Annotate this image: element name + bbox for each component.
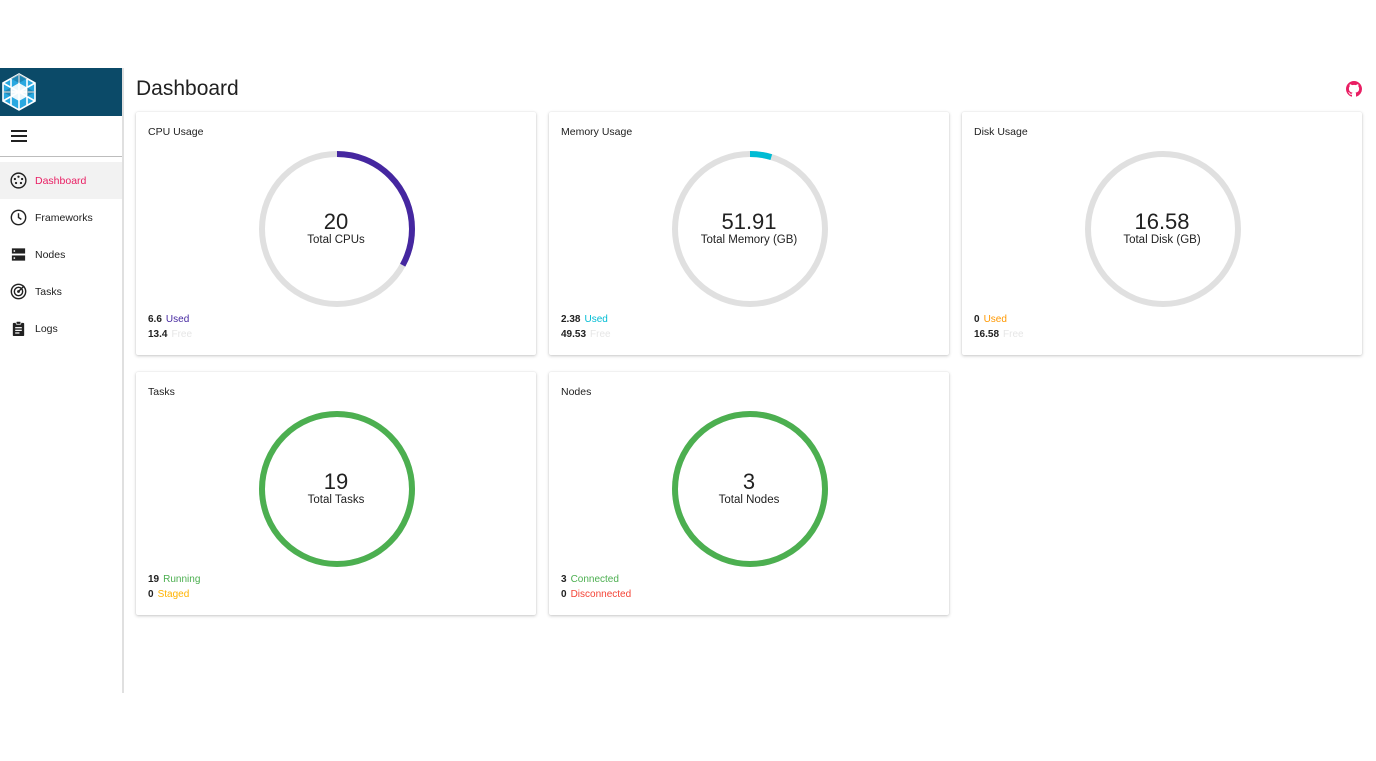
stat-label: Connected <box>570 574 619 585</box>
stat-label: Used <box>584 314 608 325</box>
gauge-total-label: Total Nodes <box>718 494 780 506</box>
card-title: Tasks <box>148 386 175 398</box>
clipboard-icon <box>10 320 27 337</box>
gauge-total-value: 51.91 <box>721 209 777 234</box>
clock-icon <box>10 209 27 226</box>
tasks-gauge <box>259 411 415 567</box>
stat-value: 16.58 <box>974 329 1000 340</box>
stat-value: 3 <box>561 574 567 585</box>
stat-label: Free <box>590 329 611 340</box>
sidebar-item-label: Dashboard <box>35 174 87 187</box>
gauge-arc <box>672 411 828 567</box>
gauge-total-value: 19 <box>323 469 349 494</box>
sidebar-item-frameworks[interactable]: Frameworks <box>0 199 122 236</box>
nodes-card: Nodes 3 Total Nodes 3 Connected 0 Disconne… <box>549 372 949 615</box>
stat-free: 16.58 Free <box>974 329 1024 340</box>
page-title: Dashboard <box>136 77 239 100</box>
gauge-total-value: 3 <box>742 469 756 494</box>
stat-value: 0 <box>974 314 980 325</box>
gauge-total-label: Total CPUs <box>307 234 365 246</box>
dashboard-icon <box>10 172 27 189</box>
gauge-total-label: Total Disk (GB) <box>1123 234 1201 246</box>
gauge-arc <box>259 411 415 567</box>
nodes-gauge <box>672 411 828 567</box>
memory-usage-card: Memory Usage 51.91 Total Memory (GB) 2.3… <box>549 112 949 355</box>
logo-icon <box>2 73 36 111</box>
sidebar-item-label: Frameworks <box>35 211 93 224</box>
stat-used: 6.6 Used <box>148 314 189 325</box>
stat-used: 2.38 Used <box>561 314 608 325</box>
sidebar-item-logs[interactable]: Logs <box>0 310 122 347</box>
stat-value: 0 <box>561 589 567 600</box>
card-title: Nodes <box>561 386 592 398</box>
sidebar-item-nodes[interactable]: Nodes <box>0 236 122 273</box>
gauge-total-label: Total Memory (GB) <box>700 234 798 246</box>
stat-value: 49.53 <box>561 329 587 340</box>
stat-value: 2.38 <box>561 314 581 325</box>
cpu-usage-card: CPU Usage 20 Total CPUs 6.6 Used 13.4 Free <box>136 112 536 355</box>
card-title: CPU Usage <box>148 126 204 138</box>
stat-label: Disconnected <box>570 589 632 600</box>
stat-staged: 0 Staged <box>148 589 189 600</box>
radar-icon <box>10 283 27 300</box>
stat-value: 13.4 <box>148 329 168 340</box>
memory-gauge <box>672 151 828 307</box>
sidebar-nav: Dashboard Frameworks Nodes Tasks <box>0 162 122 347</box>
sidebar-item-label: Nodes <box>35 248 66 261</box>
card-title: Disk Usage <box>974 126 1028 138</box>
stat-label: Used <box>983 314 1007 325</box>
sidebar: Dashboard Frameworks Nodes Tasks <box>0 68 124 693</box>
disk-usage-card: Disk Usage 16.58 Total Disk (GB) 0 Used 1… <box>962 112 1362 355</box>
gauge-arc <box>259 151 415 307</box>
stat-used: 0 Used <box>974 314 1007 325</box>
stat-free: 49.53 Free <box>561 329 611 340</box>
gauge-total-value: 20 <box>323 209 349 234</box>
gauge-total-value: 16.58 <box>1134 209 1190 234</box>
stat-label: Running <box>163 574 201 585</box>
stat-connected: 3 Connected <box>561 574 619 585</box>
stat-running: 19 Running <box>148 574 200 585</box>
server-icon <box>10 246 27 263</box>
logo-bar <box>0 68 122 116</box>
menu-row <box>0 116 122 157</box>
hamburger-menu-icon[interactable] <box>11 130 27 142</box>
stat-label: Free <box>1003 329 1024 340</box>
sidebar-item-dashboard[interactable]: Dashboard <box>0 162 122 199</box>
github-icon[interactable] <box>1346 81 1362 97</box>
stat-label: Used <box>165 314 190 325</box>
sidebar-item-label: Logs <box>35 322 58 335</box>
stat-label: Free <box>171 329 193 340</box>
stat-value: 6.6 <box>148 314 162 325</box>
main-content: Dashboard CPU Usage 20 Total CPUs 6.6 Use… <box>124 68 1376 693</box>
gauge-track <box>1085 151 1241 307</box>
sidebar-item-label: Tasks <box>35 285 62 298</box>
stat-value: 0 <box>148 589 154 600</box>
tasks-card: Tasks 19 Total Tasks 19 Running 0 Staged <box>136 372 536 615</box>
gauge-total-label: Total Tasks <box>307 494 365 506</box>
stat-label: Staged <box>157 589 190 600</box>
gauge-arc <box>672 151 828 307</box>
cpu-gauge <box>259 151 415 307</box>
app-shell: Dashboard Frameworks Nodes Tasks <box>0 68 1376 693</box>
disk-gauge <box>1085 151 1241 307</box>
stat-value: 19 <box>148 574 160 585</box>
stat-free: 13.4 Free <box>148 329 192 340</box>
card-title: Memory Usage <box>561 126 633 138</box>
sidebar-item-tasks[interactable]: Tasks <box>0 273 122 310</box>
stat-disconnected: 0 Disconnected <box>561 589 631 600</box>
